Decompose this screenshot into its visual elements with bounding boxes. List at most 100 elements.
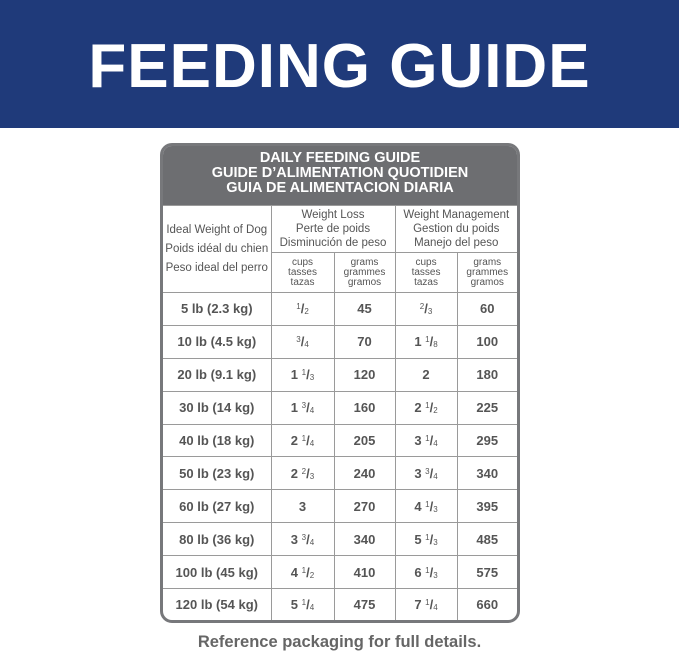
footer-note: Reference packaging for full details. xyxy=(197,633,482,651)
header-line: Manejo del peso xyxy=(414,237,499,249)
amount-cell: 120 xyxy=(333,357,396,392)
amount-cell: 2 1/2 xyxy=(394,390,458,425)
amount-cell: 4 1/2 xyxy=(270,555,335,590)
amount-cell: 295 xyxy=(456,423,517,458)
amount-cell: 180 xyxy=(456,357,517,392)
data-row: 5 lb (2.3 kg) 1/2 45 2/3 60 xyxy=(163,292,517,326)
weight-cell: 30 lb (14 kg) xyxy=(163,390,272,425)
unit-header: cups tasses tazas xyxy=(271,252,335,293)
data-row: 30 lb (14 kg) 1 3/4 160 2 1/2 225 xyxy=(163,390,517,425)
weight-cell: 50 lb (23 kg) xyxy=(163,456,272,491)
page-title: FEEDING GUIDE xyxy=(88,32,591,101)
data-row: 100 lb (45 kg) 4 1/2 410 6 1/3 575 xyxy=(163,555,517,590)
unit-line: tasses xyxy=(411,266,441,278)
amount-cell: 2 2/3 xyxy=(270,456,335,491)
unit-header: grams grammes gramos xyxy=(456,252,517,293)
amount-cell: 5 1/3 xyxy=(394,522,458,557)
weight-header: Ideal Weight of Dog Poids idéal du chien P… xyxy=(163,205,272,293)
amount-cell: 160 xyxy=(333,390,396,425)
amount-cell: 395 xyxy=(456,489,517,524)
title-line: GUIDE D’ALIMENTATION QUOTIDIEN xyxy=(211,165,469,181)
data-row: 20 lb (9.1 kg) 1 1/3 120 2 180 xyxy=(163,357,517,392)
amount-cell: 70 xyxy=(333,324,396,359)
group-header-row: Ideal Weight of Dog Poids idéal du chien P… xyxy=(163,205,517,293)
amount-cell: 2 xyxy=(394,357,458,392)
amount-cell: 660 xyxy=(456,588,517,620)
amount-cell: 485 xyxy=(456,522,517,557)
amount-cell: 3 1/4 xyxy=(394,423,458,458)
amount-cell: 410 xyxy=(333,555,396,590)
data-row: 40 lb (18 kg) 2 1/4 205 3 1/4 295 xyxy=(163,423,517,458)
amount-cell: 3/4 xyxy=(270,324,335,359)
amount-cell: 270 xyxy=(333,489,396,524)
amount-cell: 240 xyxy=(333,456,396,491)
header-line: Weight Loss xyxy=(301,209,365,221)
amount-cell: 340 xyxy=(456,456,517,491)
unit-header: grams grammes gramos xyxy=(333,252,396,293)
title-line: GUIA DE ALIMENTACION DIARIA xyxy=(226,180,454,196)
data-row: 10 lb (4.5 kg) 3/4 70 1 1/8 100 xyxy=(163,324,517,359)
unit-line: grammes xyxy=(466,266,509,278)
amount-cell: 205 xyxy=(333,423,396,458)
data-row: 50 lb (23 kg) 2 2/3 240 3 3/4 340 xyxy=(163,456,517,491)
amount-cell: 4 1/3 xyxy=(394,489,458,524)
amount-cell: 60 xyxy=(456,292,517,326)
header-line: Ideal Weight of Dog xyxy=(166,223,268,236)
feeding-table: DAILY FEEDING GUIDE GUIDE D’ALIMENTATION … xyxy=(160,143,520,623)
amount-cell: 2 1/4 xyxy=(270,423,335,458)
data-row: 120 lb (54 kg) 5 1/4 475 7 1/4 660 xyxy=(163,588,517,620)
amount-cell: 45 xyxy=(333,292,396,326)
unit-line: tazas xyxy=(414,276,438,288)
unit-line: tazas xyxy=(290,276,315,288)
amount-cell: 3 3/4 xyxy=(270,522,335,557)
header-line: Poids idéal du chien xyxy=(165,242,269,255)
amount-cell: 340 xyxy=(333,522,396,557)
weight-cell: 20 lb (9.1 kg) xyxy=(163,357,272,392)
weight-cell: 10 lb (4.5 kg) xyxy=(163,324,272,359)
data-row: 80 lb (36 kg) 3 3/4 340 5 1/3 485 xyxy=(163,522,517,557)
amount-cell: 1/2 xyxy=(270,292,335,326)
table: Ideal Weight of Dog Poids idéal du chien P… xyxy=(163,205,517,620)
unit-line: tasses xyxy=(288,266,317,278)
weight-cell: 60 lb (27 kg) xyxy=(163,489,272,524)
group-header: Weight Management Gestion du poids Manejo … xyxy=(394,205,517,253)
weight-cell: 80 lb (36 kg) xyxy=(163,522,272,557)
amount-cell: 1 3/4 xyxy=(270,390,335,425)
weight-cell: 120 lb (54 kg) xyxy=(163,588,272,620)
group-header: Weight Loss Perte de poids Disminución de … xyxy=(270,205,396,253)
amount-cell: 2/3 xyxy=(394,292,458,326)
header-line: Perte de poids xyxy=(295,223,371,235)
weight-cell: 40 lb (18 kg) xyxy=(163,423,272,458)
header-line: Gestion du poids xyxy=(413,223,500,235)
unit-line: grammes xyxy=(343,266,386,278)
header-line: Weight Management xyxy=(403,209,510,221)
amount-cell: 1 1/3 xyxy=(270,357,335,392)
header-line: Peso ideal del perro xyxy=(165,261,268,274)
amount-cell: 475 xyxy=(333,588,396,620)
amount-cell: 7 1/4 xyxy=(394,588,458,620)
title-line: DAILY FEEDING GUIDE xyxy=(259,150,421,166)
amount-cell: 225 xyxy=(456,390,517,425)
unit-line: grams xyxy=(350,256,379,268)
unit-line: cups xyxy=(415,256,437,268)
banner: FEEDING GUIDE xyxy=(0,0,679,128)
unit-row: cups tasses tazas grams grammes gramos cups tas… xyxy=(163,252,517,293)
unit-line: grams xyxy=(473,256,502,268)
amount-cell: 100 xyxy=(456,324,517,359)
unit-line: gramos xyxy=(347,276,382,288)
amount-cell: 3 xyxy=(270,489,335,524)
amount-cell: 6 1/3 xyxy=(394,555,458,590)
weight-cell: 5 lb (2.3 kg) xyxy=(163,292,272,326)
amount-cell: 1 1/8 xyxy=(394,324,458,359)
unit-line: cups xyxy=(291,256,314,268)
table-title: DAILY FEEDING GUIDE GUIDE D’ALIMENTATION … xyxy=(163,146,517,205)
weight-cell: 100 lb (45 kg) xyxy=(163,555,272,590)
amount-cell: 5 1/4 xyxy=(270,588,335,620)
amount-cell: 575 xyxy=(456,555,517,590)
unit-line: gramos xyxy=(470,276,504,288)
amount-cell: 3 3/4 xyxy=(394,456,458,491)
header-line: Disminución de peso xyxy=(279,237,387,249)
unit-header: cups tasses tazas xyxy=(394,252,458,293)
data-row: 60 lb (27 kg) 3 270 4 1/3 395 xyxy=(163,489,517,524)
